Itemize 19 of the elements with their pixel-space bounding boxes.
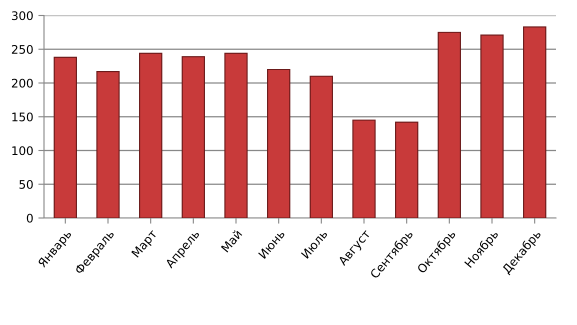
y-tick-label: 300	[12, 11, 33, 20]
y-tick-label: 250	[12, 44, 33, 54]
bar	[395, 122, 418, 218]
bar	[224, 52, 248, 218]
bar	[480, 34, 504, 218]
bar	[523, 26, 546, 218]
y-tick-label: 100	[12, 146, 33, 156]
y-tick-label: 200	[12, 78, 33, 88]
bar	[54, 56, 77, 218]
y-tick-label: 0	[26, 214, 33, 223]
bar	[310, 76, 333, 218]
y-tick-label: 150	[12, 112, 33, 122]
bar	[438, 32, 461, 218]
bar	[267, 68, 290, 218]
bar	[352, 120, 376, 218]
bar	[139, 52, 162, 218]
y-tick-label: 50	[19, 180, 33, 189]
bar	[182, 56, 205, 218]
bar	[96, 70, 120, 218]
